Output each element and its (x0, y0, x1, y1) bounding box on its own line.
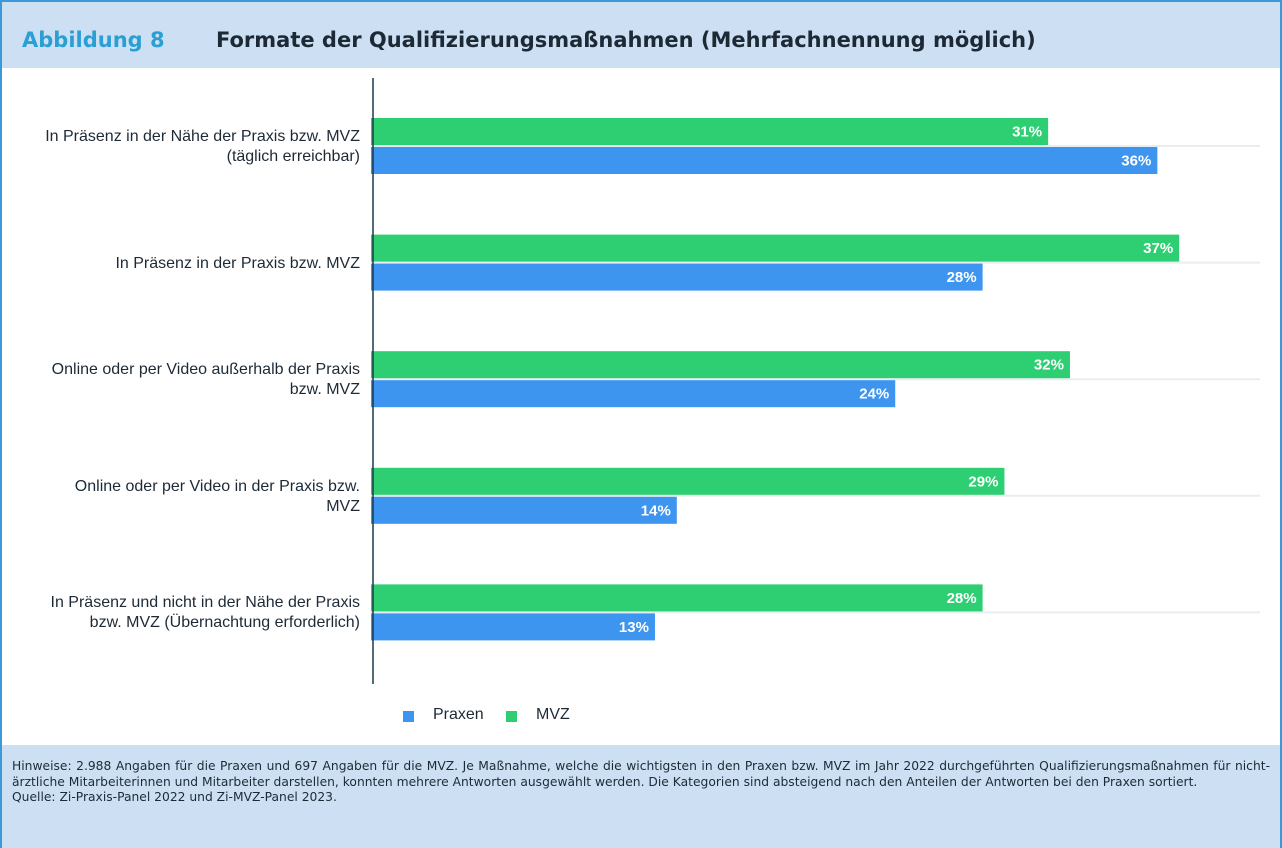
value-label: 28% (947, 590, 977, 607)
bar (371, 380, 896, 408)
value-label: 24% (859, 386, 889, 403)
value-label: 36% (1121, 152, 1151, 169)
value-label: 29% (968, 473, 998, 490)
bar (371, 147, 1158, 174)
figure-number: Abbildung 8 (22, 28, 165, 52)
bar (371, 613, 655, 641)
legend-swatch (506, 711, 517, 722)
bar (371, 467, 1005, 495)
note-hint: Hinweise: 2.988 Angaben für die Praxen u… (12, 759, 1270, 789)
category-label: Online oder per Video außerhalb der Prax… (51, 361, 360, 399)
bar (371, 118, 1049, 145)
note-source: Quelle: Zi-Praxis-Panel 2022 und Zi-MVZ-… (12, 790, 337, 804)
value-label: 37% (1143, 240, 1173, 257)
value-label: 31% (1012, 123, 1042, 140)
value-label: 28% (947, 269, 977, 286)
bar (371, 496, 677, 524)
bar (371, 584, 983, 612)
category-label: Online oder per Video in der Praxis bzw.… (74, 477, 360, 515)
chart-title: Formate der Qualifizierungsmaßnahmen (Me… (216, 28, 1036, 52)
bar (371, 234, 1180, 262)
value-label: 32% (1034, 357, 1064, 374)
category-label: In Präsenz in der Praxis bzw. MVZ (115, 254, 360, 272)
legend-swatch (403, 711, 414, 722)
legend-label: Praxen (433, 706, 484, 723)
notes: Hinweise: 2.988 Angaben für die Praxen u… (2, 745, 1280, 848)
value-label: 14% (641, 502, 671, 519)
value-label: 13% (619, 619, 649, 636)
legend-label: MVZ (536, 706, 570, 723)
chart: 31% 36% 37% 28% 32% 24% 29% 14% 28% 13% (371, 78, 1260, 684)
category-label: In Präsenz in der Nähe der Praxis bzw. M… (45, 128, 360, 165)
bar (371, 263, 983, 291)
bar (371, 351, 1070, 379)
category-label: In Präsenz und nicht in der Nähe der Pra… (50, 594, 361, 632)
header: Abbildung 8 Formate der Qualifizierungsm… (2, 0, 1280, 68)
